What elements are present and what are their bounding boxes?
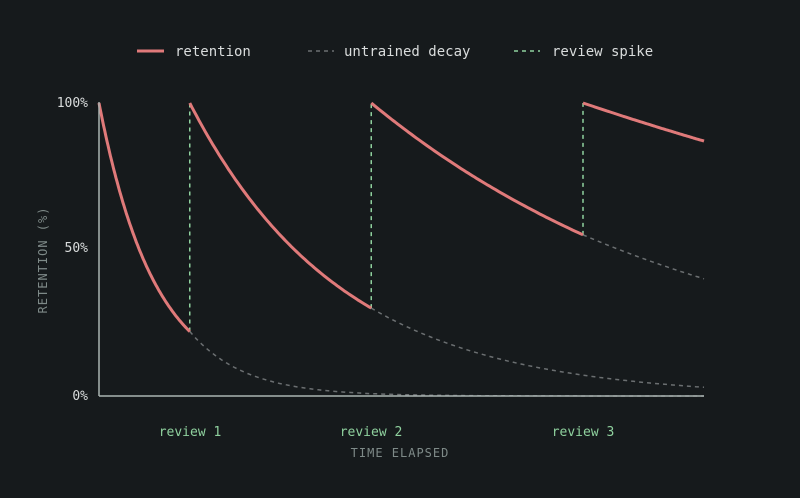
review-label-2: review 2 — [340, 425, 403, 440]
plot-area — [97, 101, 705, 397]
x-axis-title: TIME ELAPSED — [351, 446, 450, 460]
series-retention-segment-3 — [370, 101, 584, 237]
series-retention-segment-2 — [188, 102, 373, 310]
series-retention-segment-4 — [582, 101, 705, 143]
legend: retention untrained decay review spike — [137, 44, 653, 60]
series-retention-segment-1 — [97, 102, 191, 333]
y-axis-title: RETENTION (%) — [36, 207, 50, 314]
y-tick-label-0: 0% — [72, 389, 88, 404]
y-tick-label-50: 50% — [65, 241, 89, 256]
legend-label-retention: retention — [175, 44, 251, 60]
review-label-1: review 1 — [159, 425, 222, 440]
y-tick-label-100: 100% — [57, 96, 88, 111]
legend-label-untrained-decay: untrained decay — [344, 44, 470, 60]
series-untrained-decay-segment-1 — [189, 331, 704, 397]
series-untrained-decay-segment-2 — [370, 307, 705, 388]
series-untrained-decay-segment-3 — [582, 234, 705, 280]
legend-label-review-spike: review spike — [552, 44, 653, 60]
review-label-3: review 3 — [552, 425, 615, 440]
